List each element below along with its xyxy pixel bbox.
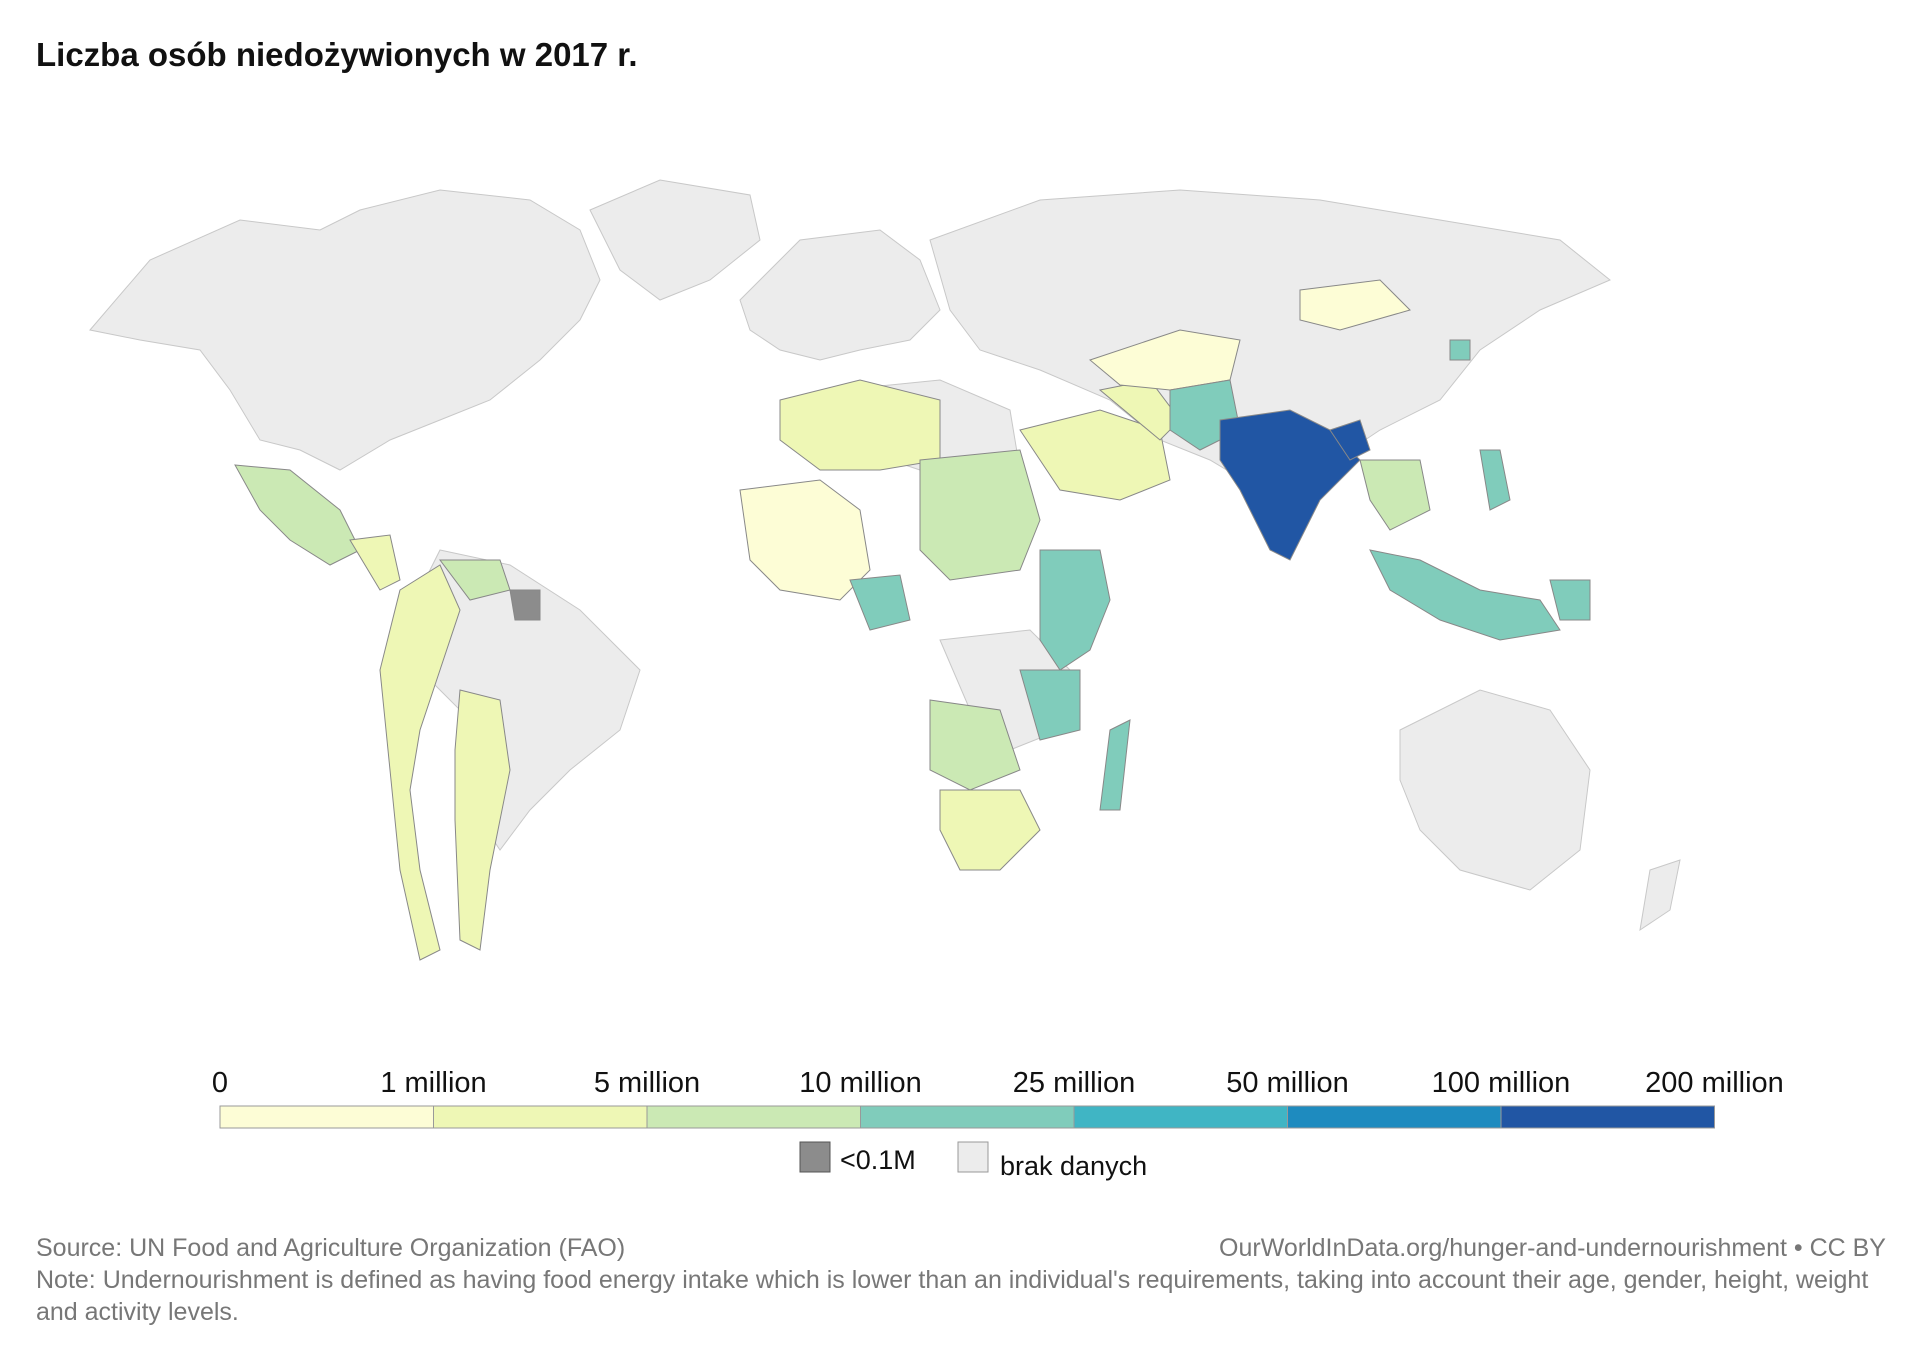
region-papua: [1549, 579, 1591, 621]
region-guianas: [509, 589, 541, 621]
legend-ticks: 0 1 million 5 million 10 million 25 million 5…: [212, 1067, 1784, 1099]
region-ethiopia-kenya: [1039, 549, 1111, 671]
legend-small-label: <0.1M: [840, 1145, 916, 1175]
data-regions: [234, 279, 1591, 961]
legend-tick-label-1: 1 million: [380, 1067, 486, 1099]
region-algeria-libya: [779, 379, 941, 471]
legend-tick-label-3: 10 million: [799, 1067, 922, 1099]
legend-bin-1: [433, 1105, 648, 1129]
legend-bin-5: [1287, 1105, 1502, 1129]
legend-bin-6: [1500, 1105, 1715, 1129]
legend-tick-label-2: 5 million: [594, 1067, 700, 1099]
legend-tick-label-4: 25 million: [1013, 1067, 1136, 1099]
legend-tick-label-6: 100 million: [1432, 1067, 1571, 1099]
legend-bins: [219, 1105, 1715, 1129]
legend: 0 1 million 5 million 10 million 25 million 5…: [212, 1067, 1784, 1181]
region-angola-zambia: [929, 699, 1021, 791]
source-text: Source: UN Food and Agriculture Organiza…: [36, 1234, 626, 1262]
legend-extra: <0.1M brak danych: [799, 1141, 1147, 1181]
region-indonesia: [1369, 549, 1561, 641]
legend-nodata-label: brak danych: [1000, 1151, 1147, 1181]
nodata-regions: [89, 179, 1681, 932]
region-north-korea: [1449, 339, 1471, 361]
region-india: [1219, 409, 1361, 561]
region-greenland: [589, 179, 761, 301]
region-middle-east: [1019, 409, 1171, 501]
region-russia-china: [929, 189, 1611, 491]
legend-tick-label-0: 0: [212, 1067, 228, 1099]
legend-bin-4: [1073, 1105, 1288, 1129]
region-new-zealand: [1639, 859, 1681, 932]
region-nigeria: [849, 574, 911, 631]
legend-small-swatch: [799, 1141, 831, 1173]
region-southeast-asia: [1359, 459, 1431, 531]
region-australia: [1399, 689, 1591, 891]
legend-bin-2: [646, 1105, 861, 1129]
legend-nodata-swatch: [957, 1141, 989, 1173]
region-madagascar: [1099, 719, 1131, 811]
region-north-america: [89, 189, 601, 471]
source-link[interactable]: OurWorldInData.org/hunger-and-undernouri…: [1219, 1234, 1886, 1262]
chart-title: Liczba osób niedożywionych w 2017 r.: [36, 36, 638, 73]
legend-bin-3: [860, 1105, 1075, 1129]
region-mexico: [234, 464, 361, 566]
region-philippines: [1479, 449, 1511, 511]
region-southern-africa: [939, 789, 1041, 871]
legend-tick-label-5: 50 million: [1226, 1067, 1349, 1099]
region-sudan-chad: [919, 449, 1041, 581]
region-bangladesh-myanmar: [1329, 419, 1371, 461]
region-andes: [379, 564, 461, 961]
region-europe: [739, 229, 941, 361]
region-tanzania: [1019, 669, 1081, 741]
legend-tick-label-7: 200 million: [1645, 1067, 1784, 1099]
world-map: [89, 179, 1681, 961]
region-bolivia-argentina: [454, 689, 511, 951]
legend-bin-0: [219, 1105, 434, 1129]
region-central-america: [349, 534, 401, 591]
note-text: Note: Undernourishment is defined as hav…: [36, 1266, 1869, 1326]
region-mongolia: [1299, 279, 1411, 331]
